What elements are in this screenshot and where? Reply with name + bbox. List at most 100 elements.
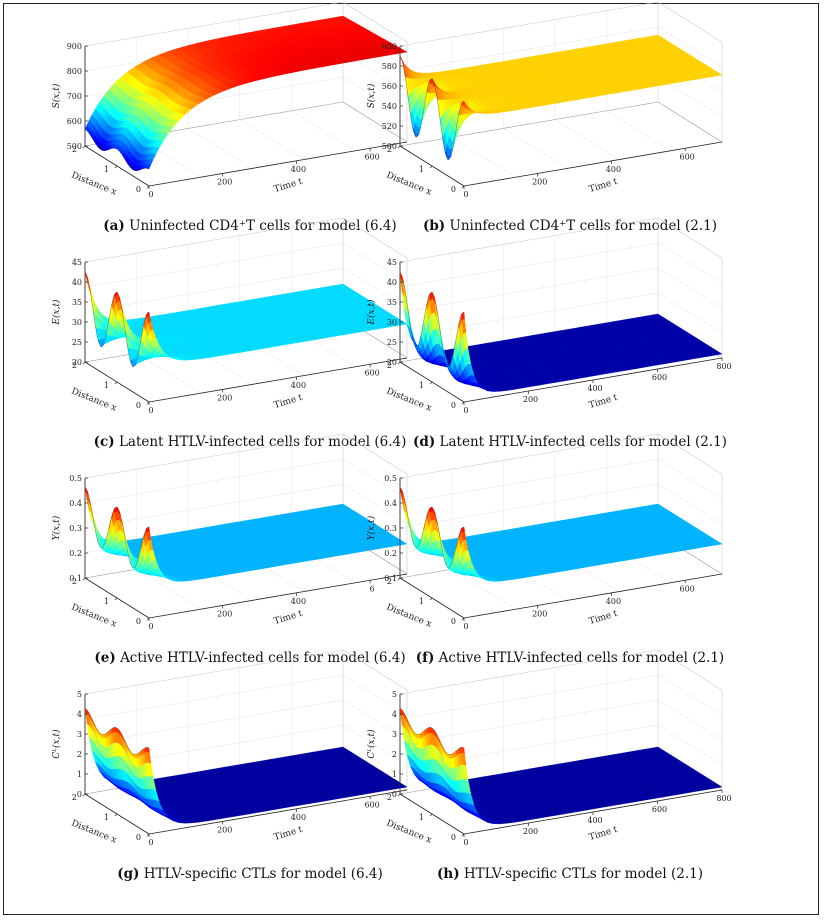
z-tick-label: 1 [77,770,82,779]
t-tick-label: 600 [365,152,380,161]
t-axis-label: Time t [273,609,304,627]
t-tick-label: 0 [463,406,468,415]
z-tick-label: 520 [382,122,397,131]
tick-labels: 0 1 2 3 4 5 0 200 400 600 800 0 1 2 [387,690,732,847]
x-tick-label: 1 [419,165,424,174]
caption-e: (e) Active HTLV-infected cells for model… [94,650,406,666]
t-tick-label: 200 [532,177,547,186]
surface-plot-d: 2025303540450200400600800012E(x,t)Distan… [366,217,732,415]
x-tick-label: 2 [72,361,77,370]
t-tick-label: 6 [370,584,375,593]
z-tick-label: 700 [67,92,82,101]
z-tick-label: 20 [387,358,397,367]
z-tick-label: 600 [382,42,397,51]
t-tick-label: 400 [291,813,306,822]
caption-c: (c) Latent HTLV-infected cells for model… [93,434,407,450]
surface [399,34,723,161]
surface [399,486,723,582]
t-axis-label: Time t [273,825,304,843]
x-tick-label: 1 [419,597,424,606]
z-tick-label: 30 [387,318,397,327]
z-tick-label: 30 [72,318,82,327]
t-tick-label: 600 [652,805,667,814]
t-tick-label: 200 [217,609,232,618]
surface-front-edge [84,128,150,172]
t-tick-label: 200 [217,177,232,186]
t-tick-label: 400 [587,816,602,825]
z-tick-label: 4 [392,710,397,719]
z-tick-label: 0.1 [384,574,397,583]
z-tick-label: 0.3 [384,524,397,533]
t-tick-label: 400 [606,165,621,174]
tick-labels: 20 25 30 35 40 45 0 200 400 600 800 0 1 2 [387,258,732,415]
z-axis-label: Y(x,t) [366,515,377,540]
x-tick-label: 0 [136,401,141,410]
z-tick-label: 35 [72,298,82,307]
z-tick-label: 25 [387,338,397,347]
x-tick-label: 2 [72,793,77,802]
x-tick-label: 0 [136,617,141,626]
t-tick-label: 400 [291,597,306,606]
surface-plot-e: 0.10.20.30.40.502004006012Y(x,t)Distance… [51,433,408,631]
figure-frame [3,3,819,915]
x-tick-label: 2 [387,793,392,802]
caption-b: (b) Uninfected CD4⁺T cells for model (2.… [422,218,718,234]
z-axis-label: S(x,t) [51,83,62,108]
t-tick-label: 600 [365,800,380,809]
panel-f: 0.1 0.2 0.3 0.4 0.5 0 200 400 600 0 1 2 Y(x,t) Distan… [366,433,730,649]
t-tick-label: 200 [523,395,538,404]
surface-front-edge [399,707,465,755]
x-tick-label: 0 [136,185,141,194]
t-tick-label: 0 [463,190,468,199]
z-tick-label: 540 [382,102,397,111]
z-axis-label: E(x,t) [51,299,62,326]
z-tick-label: 35 [387,298,397,307]
panel-g: 0 1 2 3 4 5 0 200 400 600 0 1 2 Cᴸ(x,t) Distance x Time… [51,649,415,865]
surface-front-edge [84,707,150,755]
z-tick-label: 5 [77,690,82,699]
t-tick-label: 600 [365,368,380,377]
t-tick-label: 0 [463,838,468,847]
x-tick-label: 2 [387,361,392,370]
x-tick-label: 2 [72,145,77,154]
z-tick-label: 20 [72,358,82,367]
panel-c: 20 25 30 35 40 45 0 200 400 600 0 1 2 E(x,t) Distance … [51,217,415,433]
z-tick-label: 40 [72,278,82,287]
surface [399,271,723,392]
t-tick-label: 200 [523,827,538,836]
z-tick-label: 0.5 [384,474,397,483]
t-tick-label: 600 [680,152,695,161]
tick-labels: 500 520 540 560 580 600 0 200 400 600 0 1 2 [382,42,695,199]
z-tick-label: 800 [67,67,82,76]
surface-front-edge [399,271,465,368]
z-tick-label: 2 [392,750,397,759]
t-axis-label: Time t [273,393,304,411]
x-tick-label: 0 [451,401,456,410]
surface-front-edge [84,271,150,368]
panel-b: 500 520 540 560 580 600 0 200 400 600 0 1 2 S(x,t) Dis… [366,1,730,217]
surface-plot-a: 5006007008009000200400600012S(x,t)Distan… [51,1,408,199]
z-tick-label: 560 [382,82,397,91]
surface-front-edge [399,55,465,161]
z-axis-label: E(x,t) [366,299,377,326]
z-tick-label: 0.2 [384,549,397,558]
z-tick-label: 25 [72,338,82,347]
x-tick-label: 0 [451,833,456,842]
x-tick-label: 2 [72,577,77,586]
z-tick-label: 500 [67,142,82,151]
surface [399,707,723,825]
z-tick-label: 45 [387,258,397,267]
z-tick-label: 580 [382,62,397,71]
t-tick-label: 600 [652,373,667,382]
tick-labels: 0.1 0.2 0.3 0.4 0.5 0 200 400 6 0 1 2 [69,474,374,631]
caption-g: (g) HTLV-specific CTLs for model (6.4) [117,866,383,882]
z-tick-label: 4 [77,710,82,719]
t-tick-label: 200 [217,393,232,402]
tick-labels: 0 1 2 3 4 5 0 200 400 600 0 1 2 [72,690,380,847]
x-tick-label: 1 [419,381,424,390]
t-tick-label: 400 [291,381,306,390]
panel-d: 20 25 30 35 40 45 0 200 400 600 800 0 1 2 E(x,t) Distan… [366,217,732,433]
t-tick-label: 0 [148,190,153,199]
tick-labels: 0.1 0.2 0.3 0.4 0.5 0 200 400 600 0 1 2 [384,474,695,631]
